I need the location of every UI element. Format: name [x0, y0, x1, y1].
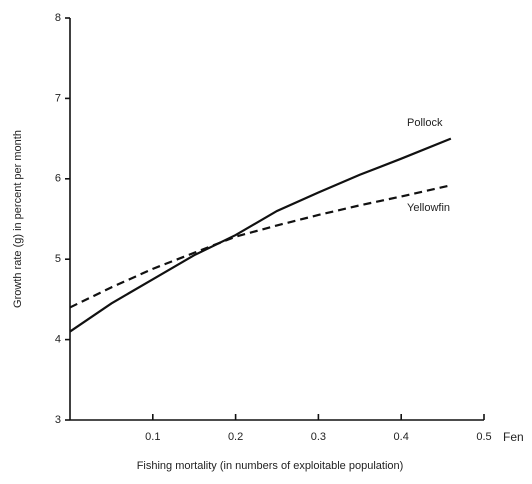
y-tick-label: 5	[55, 253, 61, 265]
y-tick-label: 4	[55, 334, 61, 346]
x-tick-label: 0.1	[145, 431, 160, 443]
series-label: Pollock	[407, 117, 443, 129]
x-axis-label: Fishing mortality (in numbers of exploit…	[137, 460, 404, 472]
y-tick-label: 6	[55, 173, 61, 185]
x-tick-label: 0.2	[228, 431, 243, 443]
series-label: Yellowfin	[407, 202, 450, 214]
y-tick-label: 7	[55, 92, 61, 104]
line	[69, 137, 452, 333]
line	[69, 184, 452, 309]
y-tick-label: 3	[55, 414, 61, 426]
x-tick-label: 0.5	[476, 431, 491, 443]
x-end-label: Fen	[503, 430, 524, 444]
x-tick-label: 0.3	[311, 431, 326, 443]
y-axis-label: Growth rate (g) in percent per month	[12, 130, 24, 308]
y-tick-label: 8	[55, 12, 61, 24]
x-tick-label: 0.4	[394, 431, 409, 443]
